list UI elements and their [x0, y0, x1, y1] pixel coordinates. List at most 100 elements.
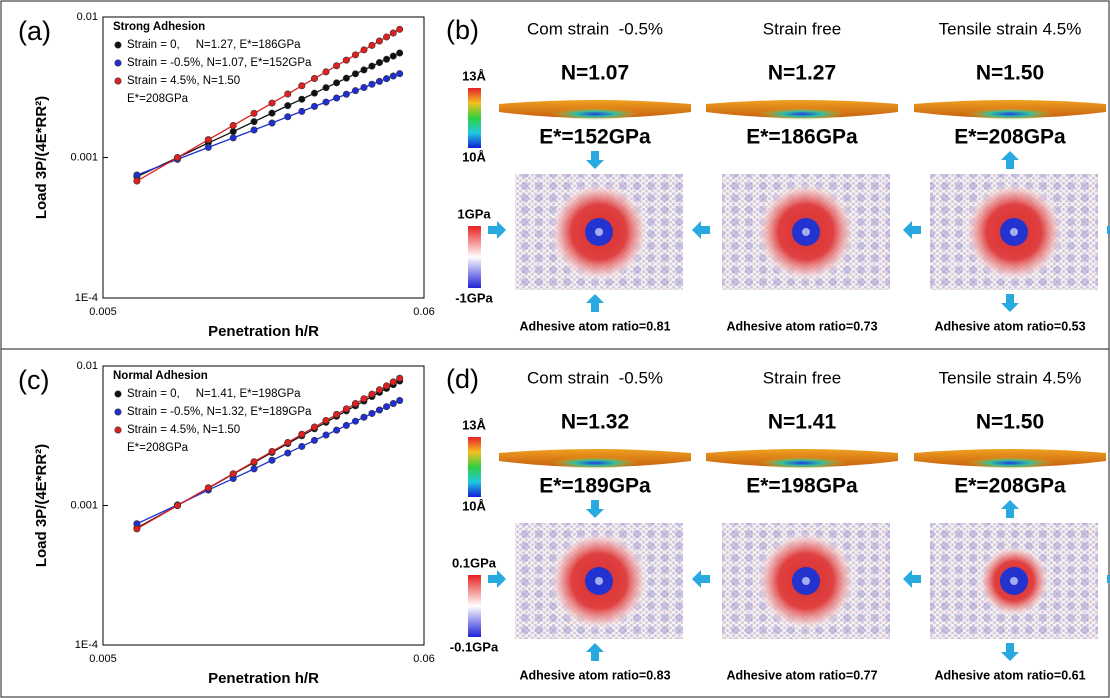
- legend-label: Strain = 0, N=1.27, E*=186GPa: [127, 39, 301, 51]
- adhesive-ratio: Adhesive atom ratio=0.77: [726, 668, 877, 682]
- data-point: [375, 77, 383, 85]
- height-colorbar: [468, 437, 481, 497]
- column-title: Strain free: [763, 368, 841, 387]
- contact-core-hole: [595, 228, 603, 236]
- data-point: [250, 109, 258, 117]
- x-tick-label: 0.005: [89, 306, 117, 318]
- data-point: [351, 70, 359, 78]
- data-point: [229, 121, 237, 129]
- data-point: [204, 484, 212, 492]
- data-point: [360, 46, 368, 54]
- data-point: [396, 374, 404, 382]
- strain-arrow: [1107, 575, 1110, 583]
- strain-arrow: [903, 221, 921, 239]
- strain-arrow: [586, 151, 604, 169]
- modulus-label: E*=189GPa: [539, 475, 651, 498]
- data-point: [383, 403, 391, 411]
- strain-arrow: [586, 500, 604, 518]
- contact-core-hole: [595, 577, 603, 585]
- strain-arrow: [903, 570, 921, 588]
- data-point: [389, 72, 397, 80]
- data-point: [133, 177, 141, 185]
- exponent-label: N=1.41: [768, 411, 837, 434]
- data-point: [268, 456, 276, 464]
- data-point: [342, 74, 350, 82]
- data-point: [368, 80, 376, 88]
- data-point: [173, 502, 181, 510]
- data-point: [351, 400, 359, 408]
- y-axis-title: Load 3P/(4E*RR²): [33, 444, 50, 567]
- x-axis-title: Penetration h/R: [208, 670, 319, 687]
- data-point: [284, 90, 292, 98]
- y-tick-label: 0.01: [77, 360, 98, 372]
- data-point: [351, 417, 359, 425]
- data-point: [342, 56, 350, 64]
- data-point: [298, 430, 306, 438]
- legend-marker: [114, 59, 122, 67]
- data-point: [310, 102, 318, 110]
- data-point: [360, 66, 368, 74]
- height-scale-max: 13Å: [462, 68, 486, 83]
- legend-marker: [114, 390, 122, 398]
- data-point: [268, 99, 276, 107]
- adhesive-ratio: Adhesive atom ratio=0.83: [519, 668, 670, 682]
- strain-arrow: [488, 221, 506, 239]
- data-point: [368, 62, 376, 70]
- data-point: [298, 95, 306, 103]
- adhesive-ratio: Adhesive atom ratio=0.73: [726, 319, 877, 333]
- data-point: [250, 465, 258, 473]
- legend-marker: [114, 426, 122, 434]
- exponent-label: N=1.07: [561, 62, 629, 85]
- data-point: [396, 396, 404, 404]
- modulus-label: E*=208GPa: [954, 475, 1066, 498]
- data-point: [322, 98, 330, 106]
- data-point: [375, 406, 383, 414]
- stress-colorbar: [468, 226, 481, 288]
- panel-label: (d): [446, 364, 479, 394]
- adhesive-ratio: Adhesive atom ratio=0.81: [519, 319, 670, 333]
- strain-arrow: [1001, 151, 1019, 169]
- legend-label: Strain = 0, N=1.41, E*=198GPa: [127, 388, 301, 400]
- data-point: [250, 118, 258, 126]
- data-point: [298, 107, 306, 115]
- contact-core-hole: [802, 228, 810, 236]
- height-scale-min: 10Å: [462, 498, 486, 513]
- data-point: [375, 59, 383, 67]
- contact-core-hole: [802, 577, 810, 585]
- legend-marker: [114, 41, 122, 49]
- strain-arrow: [1107, 226, 1110, 234]
- data-point: [368, 41, 376, 49]
- data-point: [360, 395, 368, 403]
- data-point: [383, 55, 391, 63]
- data-point: [268, 447, 276, 455]
- strain-arrow: [692, 221, 710, 239]
- strain-arrow: [586, 643, 604, 661]
- x-tick-label: 0.005: [89, 653, 117, 665]
- legend-label: Strain = -0.5%, N=1.07, E*=152GPa: [127, 57, 312, 69]
- contact-core-hole: [1010, 577, 1018, 585]
- data-point: [204, 143, 212, 151]
- legend-label: Strain = 4.5%, N=1.50 E*=208GPa: [127, 424, 240, 454]
- data-point: [322, 68, 330, 76]
- data-point: [389, 29, 397, 37]
- data-point: [322, 84, 330, 92]
- data-point: [383, 33, 391, 41]
- stress-scale-max: 0.1GPa: [452, 555, 497, 570]
- height-scale-max: 13Å: [462, 417, 486, 432]
- strain-arrow: [692, 570, 710, 588]
- data-point: [333, 79, 341, 87]
- strain-arrow: [1001, 294, 1019, 312]
- data-point: [333, 94, 341, 102]
- data-point: [322, 431, 330, 439]
- data-point: [229, 470, 237, 478]
- data-point: [383, 75, 391, 83]
- data-point: [268, 109, 276, 117]
- data-point: [375, 37, 383, 45]
- data-point: [133, 171, 141, 179]
- data-point: [360, 83, 368, 91]
- data-point: [389, 378, 397, 386]
- column-title: Com strain -0.5%: [527, 19, 663, 38]
- data-point: [284, 449, 292, 457]
- data-point: [351, 87, 359, 95]
- data-point: [333, 62, 341, 70]
